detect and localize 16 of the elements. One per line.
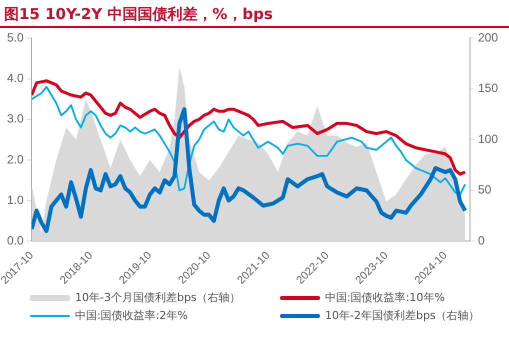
y-tick-label: 1.0 <box>6 192 24 207</box>
legend-label: 中国:国债收益率:2年% <box>75 308 188 323</box>
y-tick-label: 4.0 <box>6 71 24 86</box>
legend-label: 10年-3个月国债利差bps（右轴） <box>75 290 241 305</box>
y2-tick-label: 0 <box>478 233 485 248</box>
legend-label: 10年-2年国债利差bps（右轴） <box>325 308 480 323</box>
y2-tick-label: 200 <box>478 30 498 45</box>
y-tick-label: 3.0 <box>6 112 24 126</box>
y-tick-label: 5.0 <box>6 30 24 45</box>
y2-tick-label: 150 <box>478 81 498 96</box>
chart-title: 图15 10Y-2Y 中国国债利差，%，bps <box>0 0 509 28</box>
y2-tick-label: 100 <box>478 132 498 146</box>
y-tick-label: 2.0 <box>6 152 24 166</box>
y-tick-label: 0.0 <box>6 233 24 248</box>
y2-tick-label: 50 <box>478 182 492 197</box>
legend-label: 中国:国债收益率:10年% <box>325 290 445 305</box>
